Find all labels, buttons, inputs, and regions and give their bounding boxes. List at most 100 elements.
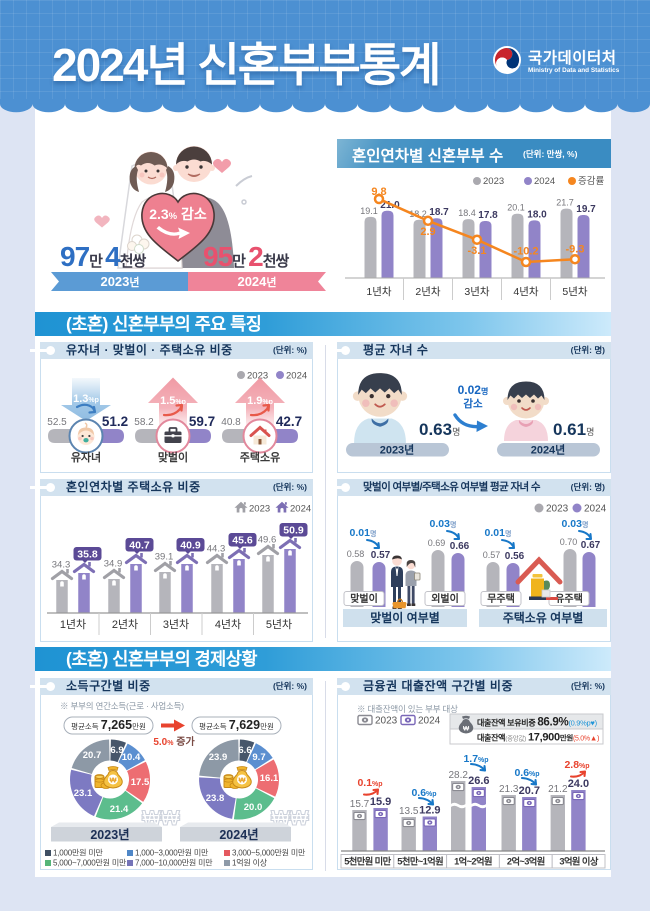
svg-text:5.0% 증가: 5.0% 증가 <box>153 735 195 748</box>
svg-text:21.7: 21.7 <box>556 198 574 208</box>
svg-text:95만 2천쌍: 95만 2천쌍 <box>203 241 290 272</box>
svg-text:2024년: 2024년 <box>219 828 258 842</box>
svg-text:3억원 이상: 3억원 이상 <box>559 856 598 867</box>
svg-text:42.7: 42.7 <box>276 414 302 429</box>
svg-text:4년차: 4년차 <box>215 618 241 631</box>
svg-text:0.70: 0.70 <box>560 537 578 547</box>
svg-text:무주택: 무주택 <box>487 592 515 605</box>
svg-text:23.1: 23.1 <box>74 788 93 799</box>
svg-text:증감률: 증감률 <box>578 175 604 187</box>
svg-text:40.7: 40.7 <box>129 540 150 552</box>
svg-text:평균소득 7,265만원: 평균소득 7,265만원 <box>71 718 146 732</box>
svg-text:2023년: 2023년 <box>380 443 415 457</box>
svg-text:감소: 감소 <box>463 398 483 410</box>
svg-text:19.7: 19.7 <box>576 204 596 215</box>
svg-text:20.7: 20.7 <box>519 785 540 797</box>
svg-text:20.0: 20.0 <box>244 802 263 813</box>
svg-text:2.8%p: 2.8%p <box>564 759 589 771</box>
svg-text:45.6: 45.6 <box>232 535 253 547</box>
svg-text:1억~2억원: 1억~2억원 <box>454 856 492 867</box>
svg-text:9.8: 9.8 <box>371 186 386 198</box>
svg-text:20.7: 20.7 <box>83 750 102 761</box>
svg-text:0.67: 0.67 <box>581 540 601 551</box>
svg-text:18.0: 18.0 <box>527 209 547 220</box>
svg-text:15.9: 15.9 <box>370 796 391 808</box>
svg-text:외벌이: 외벌이 <box>431 592 459 605</box>
svg-text:24.0: 24.0 <box>568 778 589 790</box>
svg-text:2024년: 2024년 <box>237 274 276 289</box>
svg-text:6.6: 6.6 <box>238 745 251 756</box>
svg-text:2023: 2023 <box>483 176 504 187</box>
svg-text:40.9: 40.9 <box>180 540 201 552</box>
svg-text:1억원 이상: 1억원 이상 <box>232 858 268 868</box>
svg-text:5년차: 5년차 <box>266 618 292 631</box>
svg-text:₩: ₩ <box>238 775 246 784</box>
svg-text:1,000~3,000만원 미만: 1,000~3,000만원 미만 <box>135 849 209 858</box>
svg-text:-10.2: -10.2 <box>513 246 538 258</box>
svg-text:0.1%p: 0.1%p <box>357 777 382 789</box>
svg-text:Ministry of Data and Statistic: Ministry of Data and Statistics <box>528 67 620 74</box>
svg-text:0.63명: 0.63명 <box>419 420 460 439</box>
svg-text:0.6%p: 0.6%p <box>514 767 539 779</box>
svg-text:58.2: 58.2 <box>134 417 154 428</box>
svg-text:주택소유 여부별: 주택소유 여부별 <box>503 610 584 625</box>
svg-text:28.2: 28.2 <box>448 770 468 781</box>
svg-text:39.1: 39.1 <box>155 552 174 563</box>
svg-text:23.9: 23.9 <box>209 752 228 763</box>
svg-text:2.9: 2.9 <box>420 226 435 238</box>
svg-text:맞벌이: 맞벌이 <box>158 450 188 464</box>
svg-text:17.5: 17.5 <box>131 777 150 788</box>
svg-text:50.9: 50.9 <box>283 525 304 537</box>
svg-text:35.8: 35.8 <box>77 549 98 561</box>
svg-text:0.03명: 0.03명 <box>562 518 589 530</box>
svg-text:0.02명: 0.02명 <box>458 383 489 397</box>
svg-text:15.7: 15.7 <box>350 799 370 810</box>
svg-text:5천만원 미만: 5천만원 미만 <box>344 856 391 867</box>
svg-text:18.4: 18.4 <box>458 208 476 218</box>
svg-text:44.3: 44.3 <box>207 544 226 555</box>
svg-text:34.3: 34.3 <box>52 560 71 571</box>
svg-text:2024년: 2024년 <box>531 443 566 457</box>
svg-text:0.58: 0.58 <box>347 549 365 559</box>
svg-text:2024: 2024 <box>290 504 311 515</box>
svg-text:0.66: 0.66 <box>450 541 470 552</box>
svg-text:16.1: 16.1 <box>260 773 279 784</box>
svg-text:4년차: 4년차 <box>513 286 538 298</box>
svg-text:1년차: 1년차 <box>60 618 86 631</box>
svg-text:2024: 2024 <box>584 504 607 515</box>
svg-text:2023: 2023 <box>546 504 569 515</box>
svg-text:유주택: 유주택 <box>555 592 583 605</box>
svg-text:0.03명: 0.03명 <box>430 518 457 530</box>
svg-text:주택소유: 주택소유 <box>240 450 280 464</box>
svg-text:2년차: 2년차 <box>112 618 138 631</box>
svg-text:2023: 2023 <box>247 371 268 382</box>
svg-text:0.01명: 0.01명 <box>485 527 512 539</box>
svg-text:₩: ₩ <box>463 726 470 733</box>
svg-text:3,000~5,000만원 미만: 3,000~5,000만원 미만 <box>232 849 306 858</box>
svg-text:18.7: 18.7 <box>429 207 449 218</box>
svg-text:21.4: 21.4 <box>110 804 129 815</box>
svg-text:2024: 2024 <box>534 176 555 187</box>
svg-text:49.6: 49.6 <box>258 535 277 546</box>
svg-text:2년차: 2년차 <box>415 286 440 298</box>
svg-text:0.01명: 0.01명 <box>350 527 377 539</box>
svg-text:국가데이터처: 국가데이터처 <box>528 49 617 67</box>
svg-text:-3.1: -3.1 <box>468 245 487 257</box>
svg-text:2024: 2024 <box>286 371 307 382</box>
svg-text:2024: 2024 <box>418 716 441 727</box>
svg-text:2023: 2023 <box>249 504 270 515</box>
svg-text:2.3% 감소: 2.3% 감소 <box>149 206 207 222</box>
svg-text:1.7%p: 1.7%p <box>463 753 488 765</box>
svg-text:1,000만원 미만: 1,000만원 미만 <box>53 849 104 858</box>
svg-text:5천만~1억원: 5천만~1억원 <box>397 856 443 867</box>
svg-text:5,000~7,000만원 미만: 5,000~7,000만원 미만 <box>53 859 127 868</box>
svg-text:3년차: 3년차 <box>464 286 489 298</box>
svg-text:2억~3억원: 2억~3억원 <box>507 856 545 867</box>
svg-text:20.1: 20.1 <box>507 203 525 213</box>
svg-text:₩: ₩ <box>109 775 117 784</box>
svg-text:유자녀: 유자녀 <box>71 450 101 464</box>
svg-text:0.69: 0.69 <box>428 538 446 548</box>
svg-text:51.2: 51.2 <box>102 414 128 429</box>
svg-text:0.6%p: 0.6%p <box>411 787 436 799</box>
svg-text:26.6: 26.6 <box>468 775 489 787</box>
